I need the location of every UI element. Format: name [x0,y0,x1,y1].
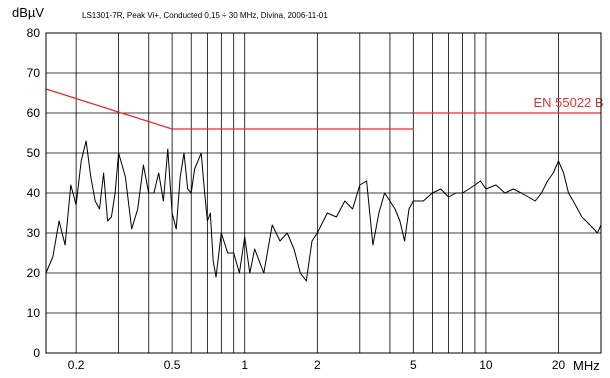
limit-line-group: EN 55022 B [45,88,604,130]
plot-frame [45,32,602,354]
x-tick-label-10: 10 [479,358,493,372]
y-tick-label-20: 20 [27,266,41,280]
x-tick-labels: 0.2 0.5 1 2 5 10 20 [68,358,566,372]
x-tick-label-2: 2 [314,358,321,372]
x-tick-label-1: 1 [241,358,248,372]
grid-lines [46,32,602,354]
y-tick-label-0: 0 [33,346,40,360]
x-tick-label-5: 5 [410,358,417,372]
y-tick-label-60: 60 [27,106,41,120]
chart-title: LS1301-7R, Peak Vi+, Conducted 0,15 ÷ 30… [82,11,328,20]
y-tick-label-40: 40 [27,186,41,200]
y-tick-label-10: 10 [27,306,41,320]
x-tick-label-0_2: 0.2 [68,358,85,372]
y-axis-label: dBµV [12,5,45,20]
x-tick-label-20: 20 [552,358,566,372]
x-tick-label-0_5: 0.5 [164,358,181,372]
x-axis-unit: MHz [573,358,600,373]
limit-line-label: EN 55022 B [533,95,603,110]
series-line-1 [45,140,602,282]
y-tick-label-80: 80 [27,26,41,40]
y-tick-label-50: 50 [27,146,41,160]
limit-line-segment-1 [45,88,173,130]
y-tick-labels: 0 10 20 30 40 50 60 70 80 [27,26,41,360]
y-tick-label-30: 30 [27,226,41,240]
data-series [45,140,602,282]
y-tick-label-70: 70 [27,66,41,80]
